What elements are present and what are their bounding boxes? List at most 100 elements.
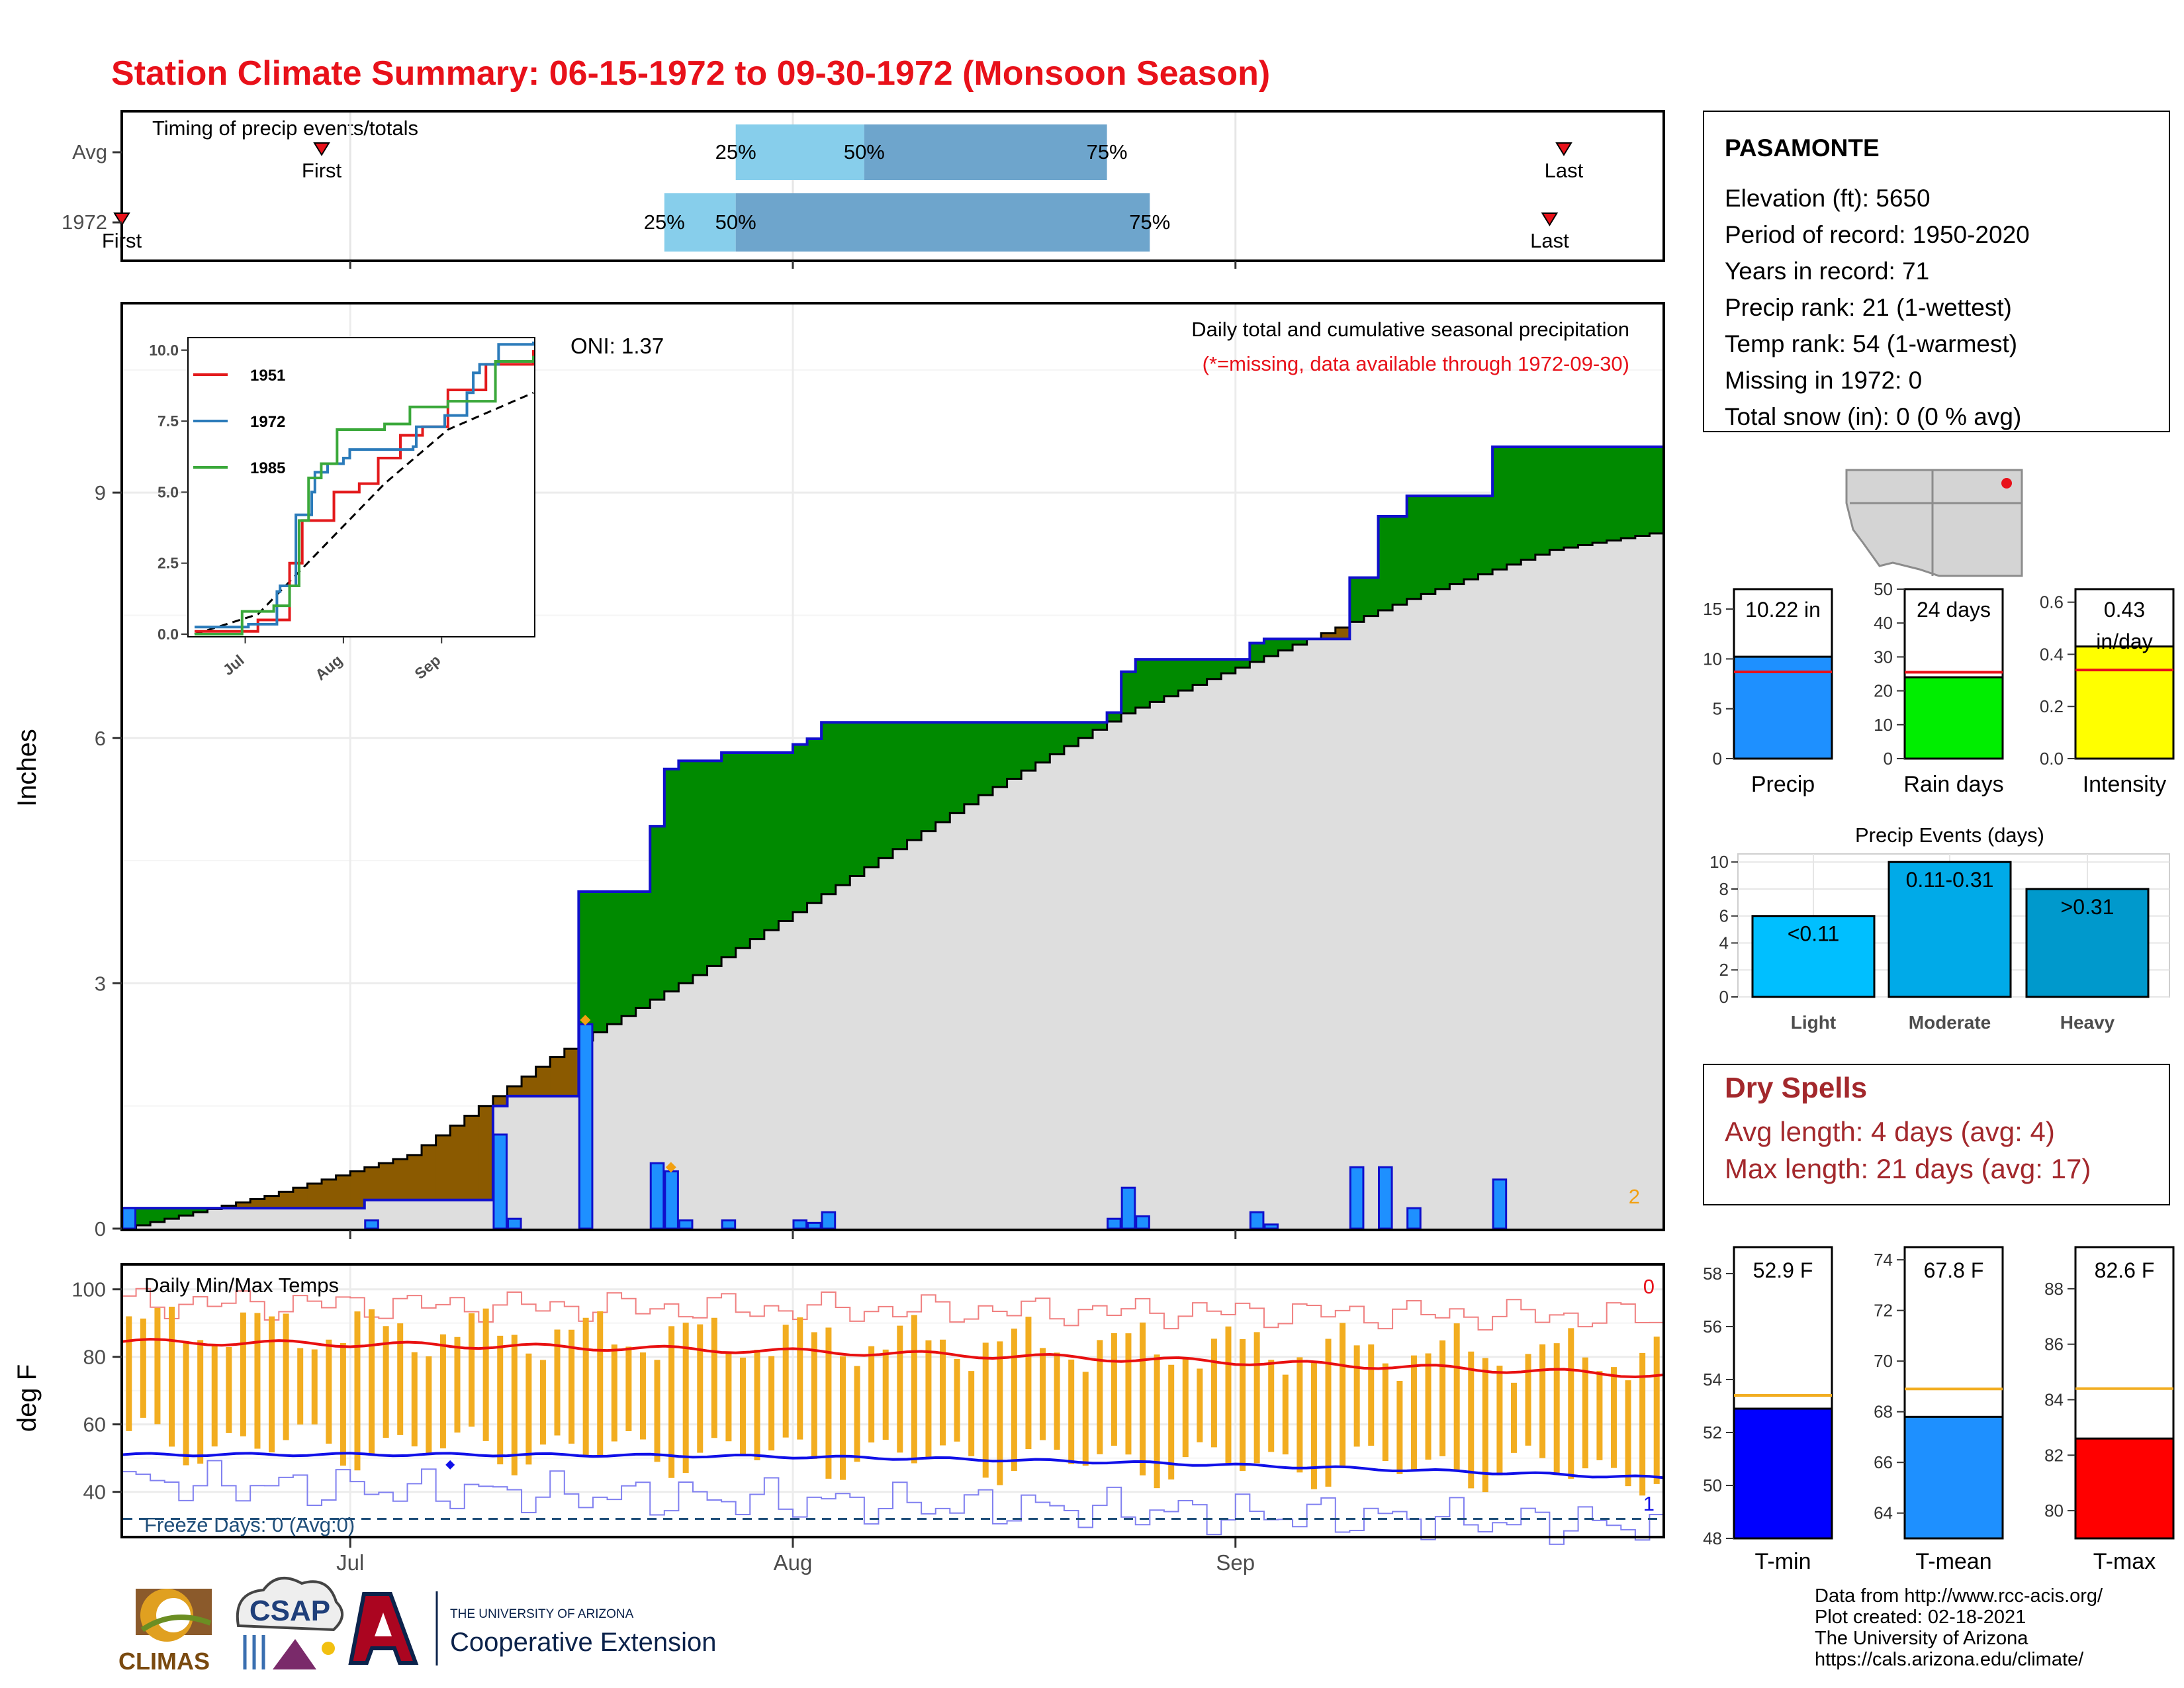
timing-q50-label: 50% (715, 211, 756, 234)
surplus-area (1250, 643, 1265, 662)
surplus-area (764, 752, 780, 931)
event-bar-label: <0.11 (1788, 922, 1840, 946)
deficit-area (564, 1049, 579, 1096)
daily-precip-bar (492, 1133, 508, 1230)
avg-cumulative-area (122, 533, 1664, 1229)
deficit-area (478, 1105, 494, 1200)
mini-bar-label: Rain days (1903, 772, 2003, 797)
season-totals-bars: 10.22 in 0 5 10 15 Precip 24 days 0 10 20 30 40 50 Ra… (1703, 579, 2175, 797)
missing-marker (665, 1162, 676, 1173)
surplus-area (150, 1208, 165, 1223)
temp-y-tick: 60 (83, 1413, 106, 1436)
surplus-area (964, 722, 979, 804)
temp-panel-label: Daily Min/Max Temps (144, 1274, 339, 1297)
temp-bar-t-max: 82.6 F 80 82 84 86 88 T-max (2044, 1246, 2175, 1574)
temp-bar-tick: 82 (2044, 1445, 2064, 1465)
mini-bar-tick: 0 (1884, 749, 1893, 769)
mini-bar-tick: 0.0 (2040, 749, 2064, 769)
footer: Data from http://www.rcc-acis.org/Plot c… (118, 1577, 2103, 1675)
deficit-area (422, 1145, 437, 1200)
surplus-area (1392, 516, 1408, 605)
surplus-area (635, 892, 651, 1008)
surplus-area (707, 761, 722, 966)
mini-bar-tick: 20 (1874, 681, 1893, 701)
surplus-area (1592, 446, 1608, 543)
station-location-dot (2001, 478, 2012, 489)
daily-precip-bar (1135, 1215, 1150, 1230)
surplus-area (1492, 446, 1508, 570)
surplus-area (1578, 446, 1593, 545)
temp-bar-tick: 68 (1874, 1402, 1893, 1422)
temp-bar-tick: 66 (1874, 1452, 1893, 1472)
timing-first-marker (113, 212, 130, 226)
surplus-area (778, 752, 794, 921)
footer-line: The University of Arizona (1815, 1628, 2028, 1649)
surplus-area (1406, 496, 1422, 599)
surplus-area (1078, 722, 1093, 738)
dry-spells-title: Dry Spells (1725, 1072, 1867, 1104)
surplus-area (1193, 659, 1208, 685)
deficit-area (1335, 627, 1350, 639)
record-high-line (122, 1288, 1664, 1331)
temp-bar-t-min: 52.9 F 48 50 52 54 56 58 T-min (1703, 1246, 1833, 1574)
temp-y-tick: 40 (83, 1481, 106, 1504)
surplus-area (1521, 446, 1536, 560)
daily-precip-bar (1349, 1166, 1365, 1230)
temp-bar-tick: 70 (1874, 1351, 1893, 1371)
station-info-line: Temp rank: 54 (1-warmest) (1725, 330, 2017, 357)
precip-annotation-missing: (*=missing, data available through 1972-… (1203, 352, 1629, 375)
deficit-area (322, 1179, 337, 1209)
timing-panel: Timing of precip events/totals 25% 50% 75%… (62, 110, 1665, 269)
climas-logo: CLIMAS (118, 1589, 212, 1675)
inset-series-line (195, 355, 534, 635)
timing-q50-q75-bar (735, 193, 1150, 252)
station-info-line: Missing in 1972: 0 (1725, 367, 1922, 394)
mini-bar-tick: 15 (1703, 599, 1722, 619)
cold-days-count: 1 (1643, 1492, 1655, 1515)
surplus-area (1050, 722, 1065, 755)
surplus-area (1035, 722, 1050, 763)
deficit-area (492, 1096, 508, 1106)
temp-bar-t-mean: 67.8 F 64 66 68 70 72 74 T-mean (1874, 1246, 2004, 1574)
mini-bar-value (2074, 645, 2175, 760)
deficit-area (522, 1076, 537, 1096)
record-low-line (122, 1460, 1664, 1545)
mini-bar-tick: 0.2 (2040, 696, 2064, 716)
surplus-area (164, 1208, 179, 1219)
inset-avg-line (194, 391, 534, 635)
timing-panel-label: Timing of precip events/totals (152, 117, 418, 140)
temp-bar-tick: 64 (1874, 1503, 1893, 1523)
timing-last-label: Last (1530, 229, 1569, 252)
temp-bar-tick: 80 (2044, 1501, 2064, 1521)
daily-precip-bar (121, 1207, 137, 1230)
station-info-line: Years in record: 71 (1725, 258, 1929, 285)
station-info-line: Elevation (ft): 5650 (1725, 185, 1931, 212)
footer-line: Data from http://www.rcc-acis.org/ (1815, 1585, 2103, 1607)
inset-y-tick: 7.5 (158, 412, 179, 430)
avg-min-temp-line (121, 1452, 1664, 1479)
mini-bar-value-label2: in/day (2096, 630, 2152, 653)
event-category-label: Moderate (1909, 1012, 1991, 1033)
temp-bar-value (1903, 1415, 2004, 1540)
precip-y-tick: 3 (95, 972, 106, 995)
surplus-area (1463, 496, 1479, 580)
surplus-area (735, 752, 751, 949)
surplus-area (821, 722, 837, 894)
surplus-area (850, 722, 865, 876)
surplus-area (1221, 659, 1236, 674)
surplus-area (1163, 659, 1179, 696)
temp-bar-tick: 48 (1703, 1528, 1722, 1548)
events-y-tick: 10 (1709, 852, 1729, 872)
inset-y-tick: 2.5 (158, 555, 179, 572)
surplus-area (1378, 516, 1393, 611)
precip-y-tick: 0 (95, 1217, 106, 1241)
surplus-area (1449, 496, 1465, 585)
surplus-area (1563, 446, 1579, 548)
surplus-area (835, 722, 850, 886)
surplus-area (193, 1208, 208, 1213)
temp-bar-tick: 56 (1703, 1317, 1722, 1336)
inset-series-line (195, 350, 534, 633)
mini-bar-tick: 10 (1703, 649, 1722, 669)
surplus-area (621, 892, 637, 1016)
